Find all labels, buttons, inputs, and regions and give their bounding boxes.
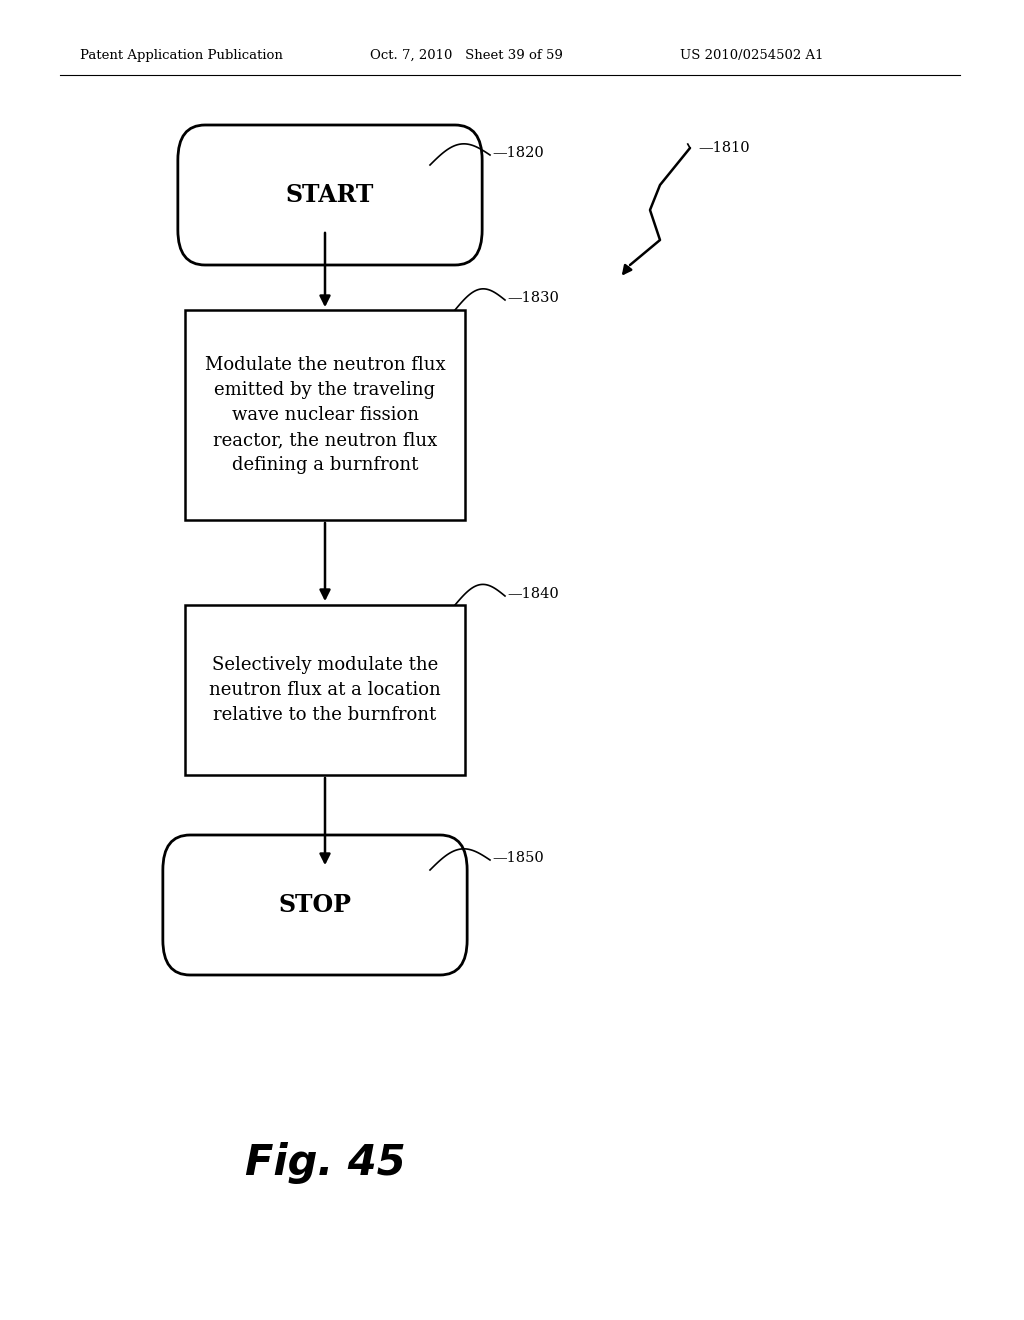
Text: Fig. 45: Fig. 45 — [245, 1142, 406, 1184]
Text: —1850: —1850 — [492, 851, 544, 865]
FancyBboxPatch shape — [163, 836, 467, 975]
Text: —1840: —1840 — [507, 587, 559, 601]
Bar — [185, 310, 465, 520]
Text: Modulate the neutron flux
emitted by the traveling
wave nuclear fission
reactor,: Modulate the neutron flux emitted by the… — [205, 356, 445, 474]
Text: US 2010/0254502 A1: US 2010/0254502 A1 — [680, 49, 823, 62]
Text: STOP: STOP — [279, 894, 351, 917]
Text: START: START — [286, 183, 374, 207]
FancyBboxPatch shape — [178, 125, 482, 265]
Text: —1810: —1810 — [698, 141, 750, 154]
Text: —1820: —1820 — [492, 147, 544, 160]
Text: Oct. 7, 2010   Sheet 39 of 59: Oct. 7, 2010 Sheet 39 of 59 — [370, 49, 563, 62]
Text: Selectively modulate the
neutron flux at a location
relative to the burnfront: Selectively modulate the neutron flux at… — [209, 656, 441, 723]
Text: —1830: —1830 — [507, 290, 559, 305]
Text: Patent Application Publication: Patent Application Publication — [80, 49, 283, 62]
Bar — [185, 605, 465, 775]
